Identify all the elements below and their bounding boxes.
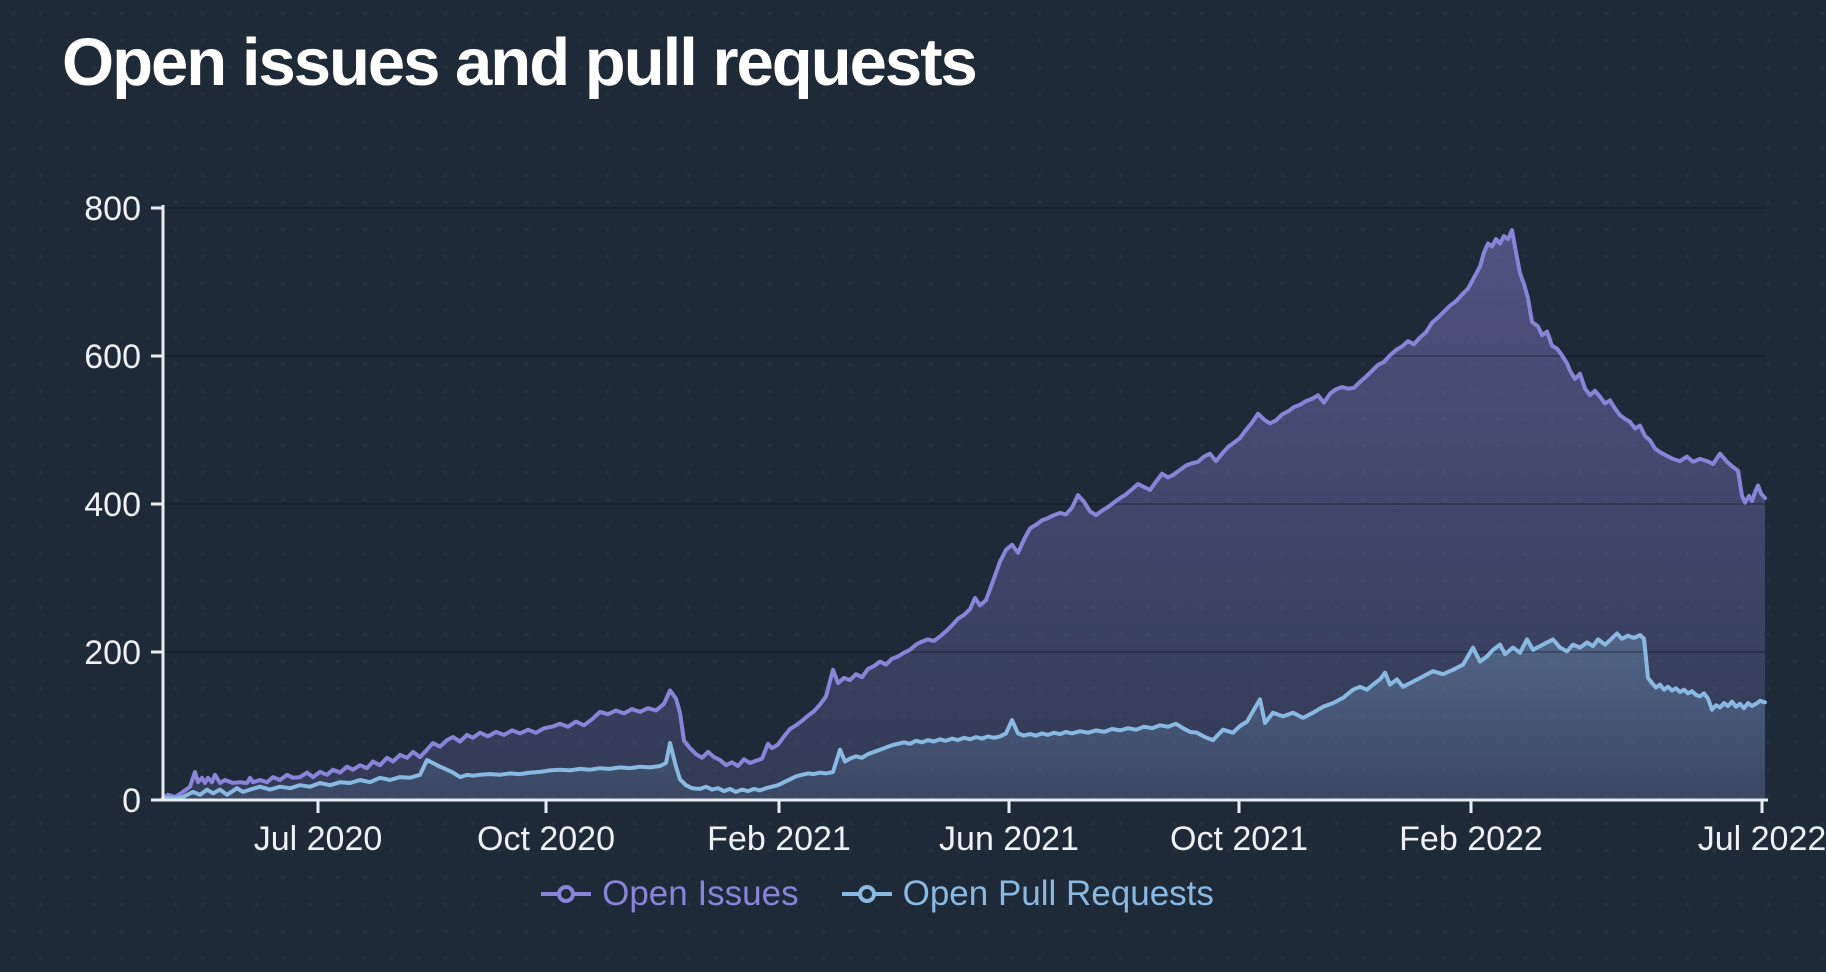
page-title: Open issues and pull requests	[62, 25, 978, 100]
axis-tick-labels: 0 200 400 600 800 Jul 2020 Oct 2020 Feb 2021 Jun…	[84, 190, 1826, 858]
x-tick-label: Jun 2021	[939, 820, 1079, 858]
line-open-issues	[161, 228, 1767, 800]
legend-label: Open Issues	[602, 874, 799, 913]
x-tick-label: Jul 2022	[1698, 820, 1826, 858]
legend-item-open-issues[interactable]: Open Issues	[540, 874, 799, 914]
x-tick-label: Jul 2020	[254, 820, 383, 858]
y-tick-label: 800	[84, 190, 141, 228]
x-tick-label: Oct 2020	[477, 820, 615, 858]
gridlines	[163, 207, 1765, 653]
x-tick-label: Feb 2021	[707, 820, 851, 858]
y-tick-label: 600	[84, 338, 141, 376]
y-tick-label: 400	[84, 486, 141, 524]
area-open-pull-requests	[163, 633, 1765, 800]
chart-legend: Open Issues Open Pull Requests	[0, 874, 1790, 914]
legend-label: Open Pull Requests	[902, 874, 1214, 913]
legend-line-marker-icon	[841, 885, 892, 903]
line-open-pull-requests	[161, 631, 1767, 801]
y-tick-label: 200	[84, 634, 141, 672]
area-open-issues	[163, 230, 1765, 800]
x-tick-label: Oct 2021	[1170, 820, 1308, 858]
x-tick-label: Feb 2022	[1399, 820, 1543, 858]
axes	[151, 205, 1768, 813]
series-lines	[161, 228, 1767, 801]
y-tick-label: 0	[122, 782, 141, 820]
legend-item-open-pull-requests[interactable]: Open Pull Requests	[841, 874, 1214, 914]
series-areas	[163, 230, 1765, 800]
legend-line-marker-icon	[541, 885, 592, 903]
